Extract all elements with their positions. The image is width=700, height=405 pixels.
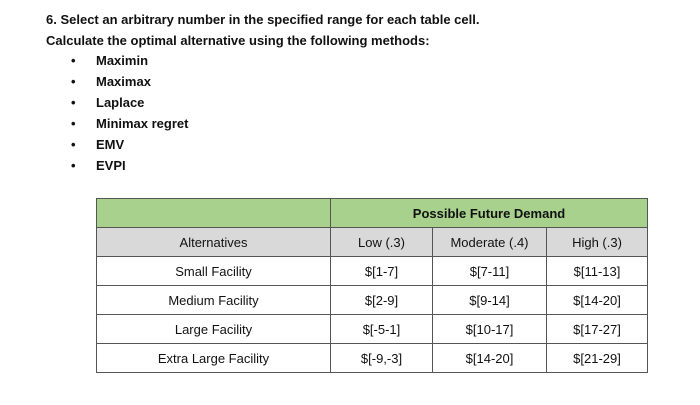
column-header: Alternatives <box>96 227 331 257</box>
table-cell: $[21-29] <box>546 343 648 373</box>
table-cell: $[14-20] <box>546 285 648 315</box>
table-row: Extra Large Facility $[-9,-3] $[14-20] $[21… <box>96 343 648 373</box>
table-cell: Medium Facility <box>96 285 331 315</box>
instruction: Calculate the optimal alternative using … <box>46 33 430 48</box>
table-cell: $[2-9] <box>330 285 433 315</box>
table-cell: Extra Large Facility <box>96 343 331 373</box>
bullet-item: Maximin <box>71 53 148 68</box>
bullet-item: EMV <box>71 137 124 152</box>
table-cell: Large Facility <box>96 314 331 344</box>
bullet-item: Laplace <box>71 95 145 110</box>
table-cell: $[10-17] <box>432 314 547 344</box>
group-header-row: Possible Future Demand <box>96 198 648 228</box>
table-cell: $[-9,-3] <box>330 343 433 373</box>
blank-cell <box>96 198 331 228</box>
group-header: Possible Future Demand <box>330 198 648 228</box>
table-cell: $[17-27] <box>546 314 648 344</box>
payoff-table: Possible Future Demand Alternatives Low (… <box>96 198 648 373</box>
column-header: Low (.3) <box>330 227 433 257</box>
table-row: Large Facility $[-5-1] $[10-17] $[17-27] <box>96 314 648 344</box>
instruction: 6. Select an arbitrary number in the spe… <box>46 12 480 27</box>
bullet-item: EVPI <box>71 158 125 173</box>
table-cell: $[7-11] <box>432 256 547 286</box>
bullet-item: Maximax <box>71 74 151 89</box>
column-header: Moderate (.4) <box>432 227 547 257</box>
table-cell: $[-5-1] <box>330 314 433 344</box>
table-cell: Small Facility <box>96 256 331 286</box>
column-header: High (.3) <box>546 227 648 257</box>
table-row: Medium Facility $[2-9] $[9-14] $[14-20] <box>96 285 648 315</box>
column-header-row: Alternatives Low (.3) Moderate (.4) High (.… <box>96 227 648 257</box>
table-cell: $[11-13] <box>546 256 648 286</box>
table-cell: $[14-20] <box>432 343 547 373</box>
bullet-item: Minimax regret <box>71 116 189 131</box>
table-cell: $[1-7] <box>330 256 433 286</box>
table-row: Small Facility $[1-7] $[7-11] $[11-13] <box>96 256 648 286</box>
table-cell: $[9-14] <box>432 285 547 315</box>
